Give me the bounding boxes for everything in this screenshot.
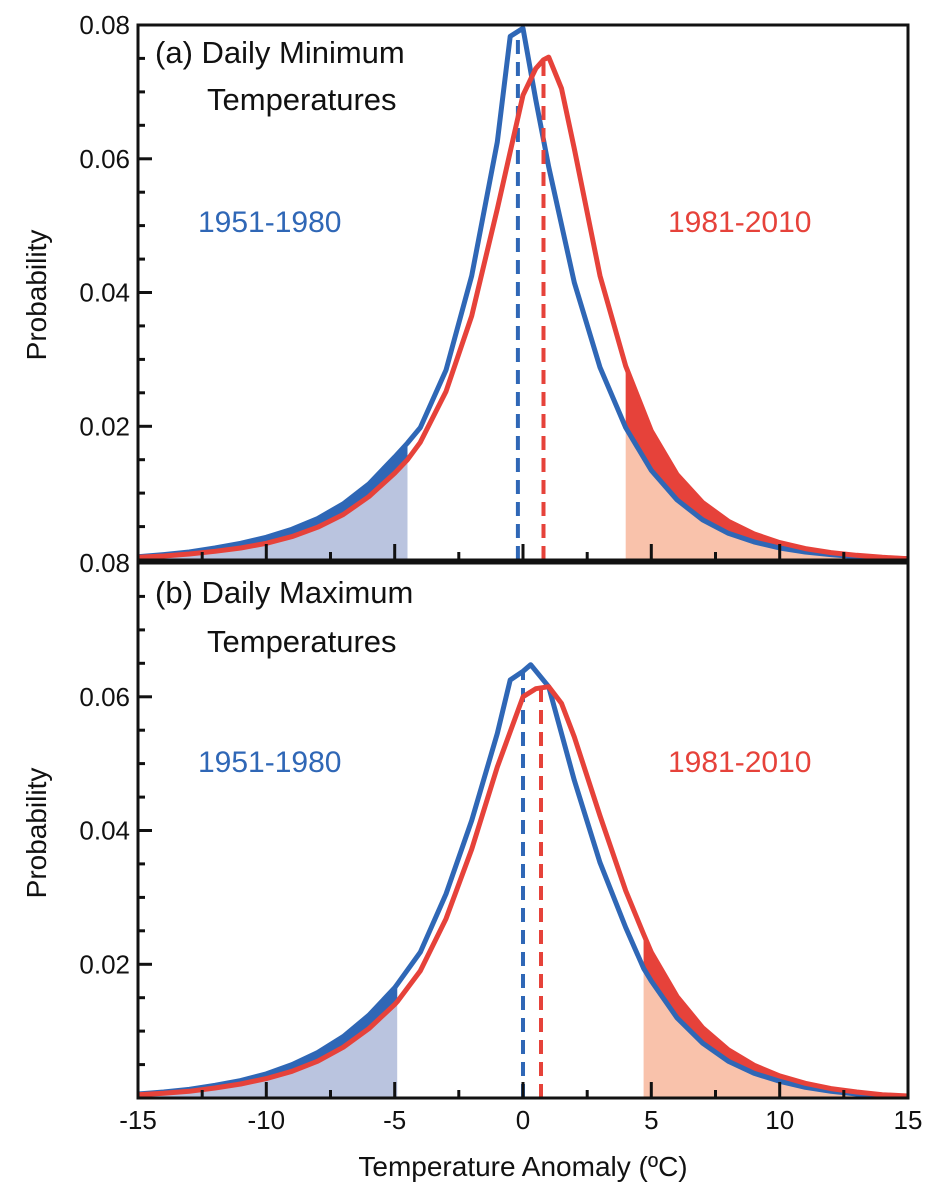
curve-1951-1980 [137,25,909,562]
panel-a-title-line-1: (a) Daily Minimum [155,35,405,70]
panel-a-title-line-2: Temperatures [207,82,397,117]
y-tick-label: 0.06 [79,682,130,712]
x-tick-label: 10 [765,1105,794,1135]
y-tick-label: 0.04 [79,278,130,308]
panel-a-legend-1981-2010: 1981-2010 [668,206,811,239]
panel-b-tail-fills [138,934,908,1098]
y-tick-label: 0.08 [79,10,130,40]
panel-a-legend-1951-1980: 1951-1980 [198,206,341,239]
panel-b-daily-maximum: 0.08 0.06 0.04 0.02 -15 -10 -5 0 5 10 15 (b) Daily… [21,548,922,1182]
panel-a-curves [137,25,909,562]
x-tick-label: -15 [119,1105,157,1135]
panel-a-frame [136,23,910,562]
y-tick-label: 0.02 [79,949,130,979]
panel-b-legend-1951-1980: 1951-1980 [198,746,341,779]
panel-b-ticks: 0.08 0.06 0.04 0.02 -15 -10 -5 0 5 10 15 [79,548,922,1135]
x-tick-label: 15 [894,1105,923,1135]
panel-b-legend-1981-2010: 1981-2010 [668,746,811,779]
cold-tail-difference-band [138,443,408,558]
y-tick-label: 0.04 [79,816,130,846]
cold-tail-difference-band [138,984,398,1095]
panel-a-daily-minimum: 0.08 0.06 0.04 0.02 (a) Daily Minimum Tempe… [21,10,910,562]
x-axis-title: Temperature Anomaly (ºC) [358,1151,687,1182]
panel-a-ticks: 0.08 0.06 0.04 0.02 [79,10,846,560]
panel-b-title-line-1: (b) Daily Maximum [155,575,413,610]
x-tick-label: 5 [644,1105,658,1135]
panel-b-title-line-2: Temperatures [207,624,397,659]
cold-tail-fill [138,984,398,1098]
warm-tail-fill [643,934,908,1098]
y-tick-label: 0.02 [79,411,130,441]
curve-1981-2010 [137,684,909,1099]
panel-a-tail-fills [138,366,908,560]
x-tick-label: -5 [383,1105,406,1135]
y-tick-label: 0.08 [79,548,130,578]
x-tick-label: -10 [248,1105,286,1135]
curve-1981-2010 [137,54,909,562]
y-tick-label: 0.06 [79,144,130,174]
panel-b-y-axis-title: Probability [21,768,52,899]
panel-b-frame [136,561,910,1100]
warm-tail-difference-band [625,366,908,559]
panel-a-y-axis-title: Probability [21,230,52,361]
x-tick-label: 0 [516,1105,530,1135]
panel-b-curves [137,662,909,1100]
cold-tail-fill [138,443,408,560]
